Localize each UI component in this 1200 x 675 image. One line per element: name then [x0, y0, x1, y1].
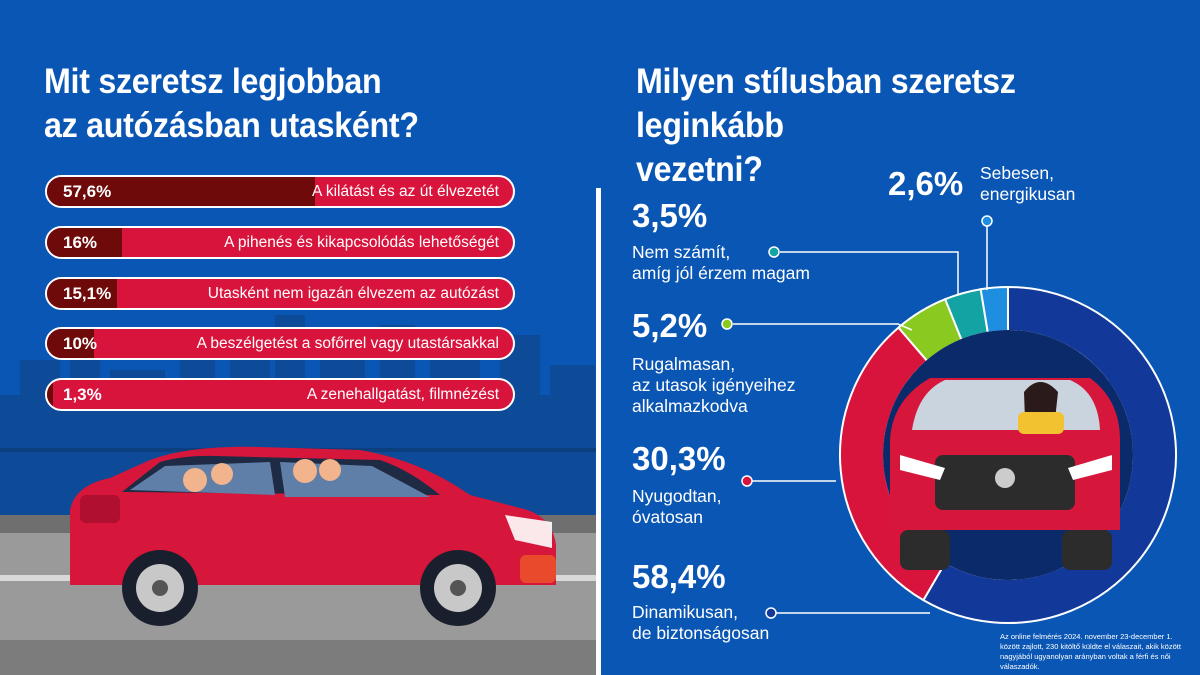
donut-value-rugalmasan: 5,2%	[632, 307, 708, 344]
donut-value-dinamikusan: 58,4%	[632, 558, 726, 595]
donut-label-rugalmasan-line-3: alkalmazkodva	[632, 396, 748, 416]
donut-label-sebesen: Sebesen, energikusan	[980, 163, 1075, 205]
donut-label-dinamikusan-line-1: Dinamikusan,	[632, 602, 739, 622]
donut-label-nem-szamit: Nem számít, amíg jól érzem magam	[632, 242, 810, 284]
bar-value-2: 16%	[63, 233, 98, 252]
right-title-line-1: Milyen stílusban szeretsz leginkább	[636, 62, 1016, 145]
left-title-line-1: Mit szeretsz legjobban	[44, 62, 382, 101]
leader-dots	[721, 215, 993, 619]
bar-label-5: A zenehallgatást, filmnézést	[306, 386, 499, 403]
donut-label-dinamikusan: Dinamikusan, de biztonságosan	[632, 602, 769, 644]
bar-row-5: 1,3% A zenehallgatást, filmnézést	[45, 378, 515, 411]
donut-label-nem-szamit-line-2: amíg jól érzem magam	[632, 263, 810, 283]
donut-label-nyugodtan-line-2: óvatosan	[632, 507, 704, 527]
bar-row-2: 16% A pihenés és kikapcsolódás lehetőség…	[45, 226, 515, 259]
driver-car-illustration	[890, 378, 1120, 570]
red-car-illustration	[70, 446, 556, 626]
bar-fill-3	[47, 279, 118, 308]
bar-value-3: 15,1%	[63, 284, 112, 303]
donut-label-dinamikusan-line-2: de biztonságosan	[632, 623, 770, 643]
donut-value-sebesen: 2,6%	[888, 165, 964, 202]
donut-label-nyugodtan-line-1: Nyugodtan,	[632, 486, 722, 506]
bar-label-1: A kilátást és az út élvezetét	[312, 183, 499, 200]
section-divider	[596, 188, 601, 675]
bar-row-3: 15,1% Utasként nem igazán élvezem az aut…	[45, 277, 515, 310]
bar-fill-4	[47, 329, 94, 358]
donut-value-nyugodtan: 30,3%	[632, 440, 726, 477]
donut-value-nem-szamit: 3,5%	[632, 197, 708, 234]
bar-label-4: A beszélgetést a sofőrrel vagy utastársa…	[196, 335, 499, 352]
bar-row-4: 10% A beszélgetést a sofőrrel vagy utast…	[45, 327, 515, 360]
left-title-line-2: az autózásban utasként?	[44, 106, 419, 145]
right-chart-title: Milyen stílusban szeretsz leginkább veze…	[636, 60, 1151, 192]
leader-lines	[733, 222, 988, 614]
bar-fill-5	[47, 380, 54, 409]
bar-label-3: Utasként nem igazán élvezem az autózást	[207, 285, 499, 302]
donut-label-nem-szamit-line-1: Nem számít,	[632, 242, 731, 262]
bar-fill-2	[47, 228, 122, 257]
bar-fill-1	[47, 177, 316, 206]
donut-label-sebesen-line-1: Sebesen,	[980, 163, 1054, 183]
bar-label-2: A pihenés és kikapcsolódás lehetőségét	[224, 234, 499, 251]
donut-label-rugalmasan-line-1: Rugalmasan,	[632, 354, 736, 374]
bar-row-1: 57,6% A kilátást és az út élvezetét	[45, 175, 515, 208]
survey-footnote: Az online felmérés 2024. november 23-dec…	[1000, 632, 1181, 671]
left-chart-title: Mit szeretsz legjobban az autózásban uta…	[44, 60, 430, 148]
bar-value-1: 57,6%	[63, 182, 112, 201]
bar-value-4: 10%	[63, 334, 98, 353]
donut-label-nyugodtan: Nyugodtan, óvatosan	[632, 486, 722, 528]
donut-label-sebesen-line-2: energikusan	[980, 184, 1076, 204]
bar-value-5: 1,3%	[63, 385, 102, 404]
donut-label-rugalmasan-line-2: az utasok igényeihez	[632, 375, 796, 395]
donut-label-rugalmasan: Rugalmasan, az utasok igényeihez alkalma…	[632, 354, 795, 417]
right-title-line-2: vezetni?	[636, 150, 763, 189]
